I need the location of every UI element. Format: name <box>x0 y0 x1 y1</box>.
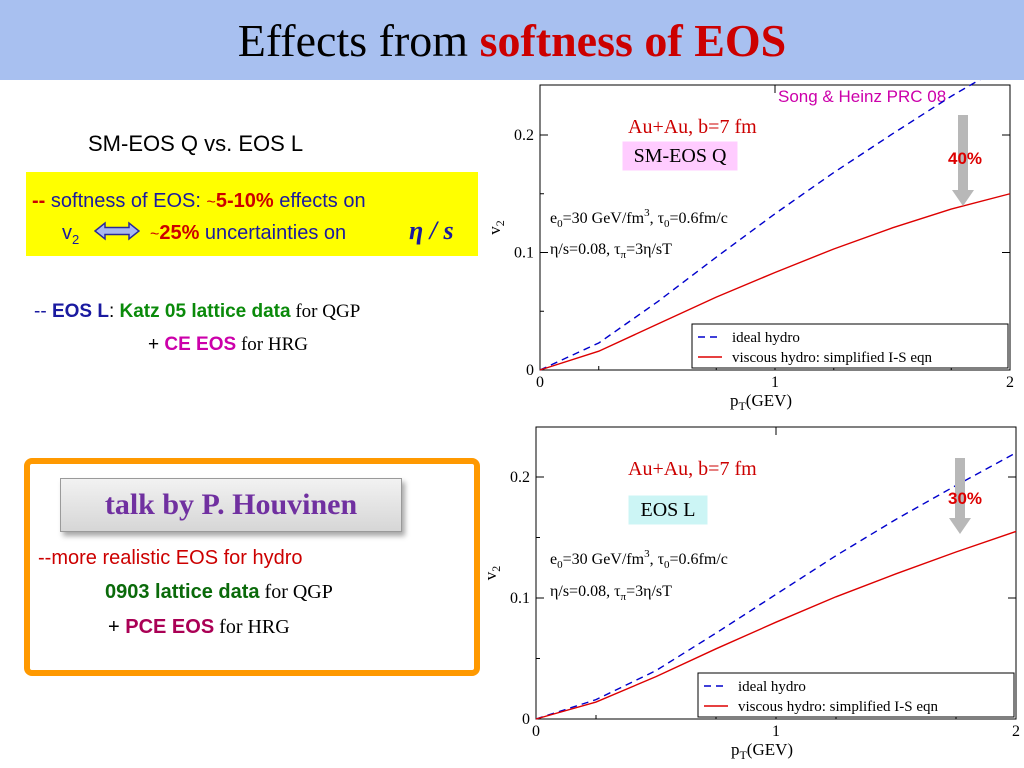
x-tick-label: 1 <box>771 374 779 391</box>
down-arrow-icon <box>949 458 971 534</box>
x-tick-label: 2 <box>1006 374 1014 391</box>
ce-eos: CE EOS <box>164 334 237 355</box>
params-line-2: η/s=0.08, τπ=3η/sT <box>550 583 672 603</box>
reference: Song & Heinz PRC 08 <box>778 87 947 106</box>
qgp-label: for QGP <box>290 301 361 322</box>
dash-2: -- <box>34 301 47 322</box>
talk-line-2: 0903 lattice data for QGP <box>105 581 333 604</box>
softness-label: softness of EOS: <box>45 190 207 212</box>
ce-eos-line: + CE EOS for HRG <box>148 334 308 356</box>
series-line <box>535 530 1017 720</box>
eta-over-s: η / s <box>409 216 454 245</box>
x-tick-label: 2 <box>1012 723 1020 740</box>
highlight-line-2: ~25% uncertainties on <box>150 222 346 245</box>
percent-label: 40% <box>948 149 982 168</box>
plus: + <box>148 334 165 355</box>
tilde-2: ~ <box>150 226 160 243</box>
series-line <box>535 452 1017 720</box>
x-tick-label: 0 <box>532 723 540 740</box>
subtitle: SM-EOS Q vs. EOS L <box>88 131 304 156</box>
eos-l-name: EOS L <box>51 301 109 322</box>
hrg-label: for HRG <box>236 334 308 355</box>
plus-2: + <box>108 616 126 638</box>
pce-eos: PCE EOS <box>125 616 215 638</box>
katz-lattice: Katz 05 lattice data <box>119 301 291 322</box>
v-subscript: 2 <box>72 232 80 247</box>
y-tick-label: 0.2 <box>510 469 530 486</box>
x-axis-label: pT(GEV) <box>730 391 792 413</box>
eos-l-line: -- EOS L: Katz 05 lattice data for QGP <box>34 301 360 323</box>
x-axis-label: pT(GEV) <box>731 740 793 762</box>
lattice-0903: 0903 lattice data <box>105 581 260 603</box>
qgp-label-2: for QGP <box>259 581 333 603</box>
legend-box <box>697 672 1015 718</box>
x-tick-label: 0 <box>536 374 544 391</box>
down-arrow-icon <box>952 115 974 206</box>
eos-label-bg <box>628 495 708 525</box>
x-tick-label: 1 <box>772 723 780 740</box>
talk-line-1: --more realistic EOS for hydro <box>38 547 303 569</box>
legend-label: viscous hydro: simplified I-S eqn <box>738 699 938 715</box>
uncertainty-percent: 25% <box>159 222 200 244</box>
dash: -- <box>32 190 46 212</box>
series-line <box>539 80 981 371</box>
slide-title: Effects from softness of EOS <box>0 14 1024 67</box>
uncertainties-label: uncertainties on <box>199 222 347 244</box>
y-tick-label: 0.2 <box>514 127 534 144</box>
hrg-label-2: for HRG <box>214 616 290 638</box>
legend-box <box>691 323 1009 369</box>
talk-button[interactable]: talk by P. Houvinen <box>60 478 402 532</box>
system-label: Au+Au, b=7 fm <box>628 458 757 480</box>
series-line <box>539 193 1011 371</box>
tilde: ~ <box>206 194 216 211</box>
y-axis-label: v2 <box>481 566 503 581</box>
percent-label: 30% <box>948 489 982 508</box>
v2-symbol: v2 <box>62 222 79 247</box>
y-tick-label: 0 <box>522 711 530 728</box>
eos-label-bg <box>622 141 738 171</box>
colon: : <box>108 301 120 322</box>
softness-percent: 5-10% <box>215 190 274 212</box>
params-line-2: η/s=0.08, τπ=3η/sT <box>550 241 672 261</box>
params-line-1: e0=30 GeV/fm3, τ0=0.6fm/c <box>550 207 728 230</box>
title-prefix: Effects from <box>237 15 480 66</box>
y-tick-label: 0 <box>526 362 534 379</box>
y-axis-label: v2 <box>485 220 507 235</box>
effects-label: effects on <box>273 190 366 212</box>
v-letter: v <box>62 222 72 244</box>
params-line-1: e0=30 GeV/fm3, τ0=0.6fm/c <box>550 548 728 571</box>
y-tick-label: 0.1 <box>510 590 530 607</box>
talk-line-3: + PCE EOS for HRG <box>108 616 290 639</box>
chart-bottom: 0 1 2 0 0.1 0.2 pT(GEV) v2 ideal hydro viscous hy… <box>481 426 1020 762</box>
title-bar <box>0 0 1024 80</box>
highlight-box <box>26 172 478 256</box>
title-highlight: softness of EOS <box>479 15 787 66</box>
legend-label: viscous hydro: simplified I-S eqn <box>732 350 932 366</box>
y-tick-label: 0.1 <box>514 245 534 262</box>
legend-label: ideal hydro <box>732 330 800 346</box>
double-arrow-icon <box>94 221 140 241</box>
legend-label: ideal hydro <box>738 679 806 695</box>
chart-top: 0 1 2 0 0.1 0.2 pT(GEV) v2 ideal hydro viscous hy… <box>485 80 1014 413</box>
eos-label: SM-EOS Q <box>634 145 727 167</box>
eos-label: EOS L <box>641 499 696 521</box>
highlight-line-1: -- softness of EOS: ~5-10% effects on <box>32 190 366 213</box>
system-label: Au+Au, b=7 fm <box>628 116 757 138</box>
